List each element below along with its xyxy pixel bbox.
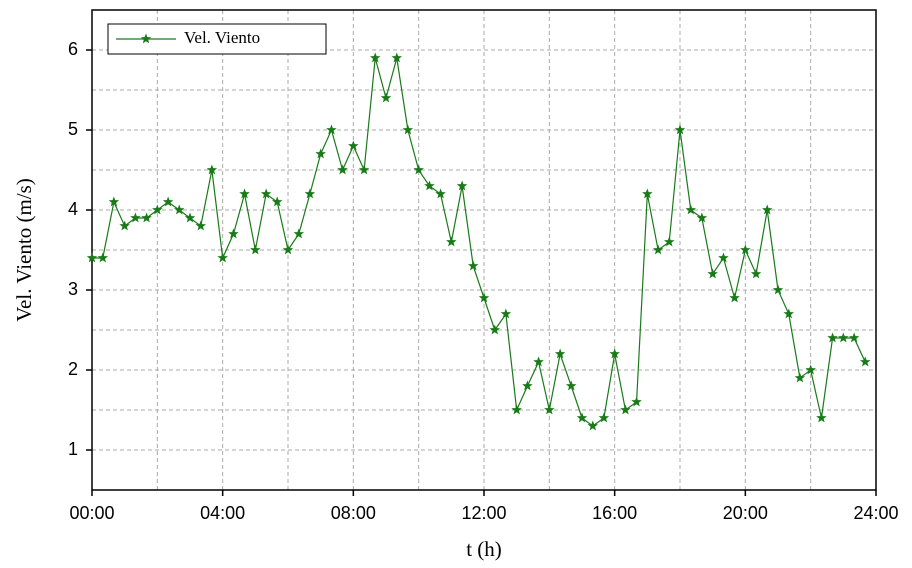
x-tick-label: 16:00 (592, 503, 637, 523)
y-tick-label: 1 (68, 439, 78, 459)
data-point (587, 420, 598, 431)
y-tick-label: 3 (68, 279, 78, 299)
data-point (326, 124, 337, 135)
data-point (664, 236, 675, 247)
data-point (860, 356, 871, 367)
data-point (435, 188, 446, 199)
x-tick-label: 00:00 (69, 503, 114, 523)
data-point (674, 124, 686, 135)
data-point (456, 180, 468, 191)
data-point (794, 372, 806, 383)
data-point (816, 412, 827, 423)
x-tick-label: 04:00 (200, 503, 245, 523)
data-point (162, 196, 174, 207)
data-point (174, 204, 185, 215)
data-point (337, 164, 348, 175)
data-point (217, 252, 228, 263)
data-point (652, 244, 664, 255)
series-line (92, 57, 866, 427)
data-point (533, 356, 544, 367)
data-point (631, 396, 642, 407)
data-point (391, 52, 402, 63)
data-point (696, 212, 708, 223)
data-point (108, 196, 120, 207)
x-tick-label: 08:00 (331, 503, 376, 523)
data-point (772, 284, 784, 295)
y-tick-label: 4 (68, 199, 78, 219)
data-point (272, 196, 283, 207)
data-point (370, 52, 381, 63)
x-tick-label: 12:00 (461, 503, 506, 523)
data-point (609, 348, 620, 359)
data-point (598, 412, 610, 423)
data-point (750, 268, 762, 279)
y-tick-label: 5 (68, 119, 78, 139)
data-point (522, 380, 533, 391)
data-point (783, 308, 794, 319)
data-point (304, 188, 316, 199)
data-point (500, 308, 512, 319)
data-point (293, 228, 304, 239)
data-point (152, 204, 163, 215)
data-point (762, 204, 773, 215)
data-point (489, 324, 500, 335)
data-point (282, 244, 294, 255)
data-point (707, 268, 718, 279)
data-point (544, 404, 555, 415)
data-point (195, 220, 206, 231)
y-axis-label: Vel. Viento (m/s) (12, 178, 36, 322)
data-point (685, 204, 696, 215)
data-point (380, 92, 392, 103)
data-point (848, 332, 860, 343)
data-point (141, 212, 152, 223)
data-point (260, 188, 272, 199)
data-point (642, 188, 653, 199)
data-point (239, 188, 250, 199)
data-point (576, 412, 588, 423)
data-point (566, 380, 577, 391)
legend-label: Vel. Viento (184, 28, 260, 47)
data-point (206, 164, 218, 175)
data-point (805, 364, 816, 375)
data-point (620, 404, 631, 415)
data-point (97, 252, 108, 263)
data-point (729, 292, 740, 303)
data-point (119, 220, 130, 231)
data-point (424, 180, 435, 191)
data-point (130, 212, 141, 223)
data-point (402, 124, 414, 135)
data-point (554, 348, 566, 359)
x-tick-label: 24:00 (853, 503, 898, 523)
data-point (478, 292, 490, 303)
data-point (358, 164, 370, 175)
data-point (511, 404, 522, 415)
data-point (315, 148, 326, 159)
data-point (86, 252, 98, 263)
data-point (413, 164, 424, 175)
data-point (446, 236, 457, 247)
data-point (228, 228, 239, 239)
data-point (827, 332, 838, 343)
data-point (718, 252, 729, 263)
data-point (740, 244, 751, 255)
data-point (348, 140, 359, 151)
y-tick-label: 2 (68, 359, 78, 379)
x-tick-label: 20:00 (723, 503, 768, 523)
y-tick-label: 6 (68, 39, 78, 59)
data-point (468, 260, 479, 271)
x-axis-label: t (h) (466, 537, 502, 561)
data-point (250, 244, 261, 255)
legend-marker (140, 33, 152, 44)
data-point (184, 212, 196, 223)
data-point (838, 332, 849, 343)
